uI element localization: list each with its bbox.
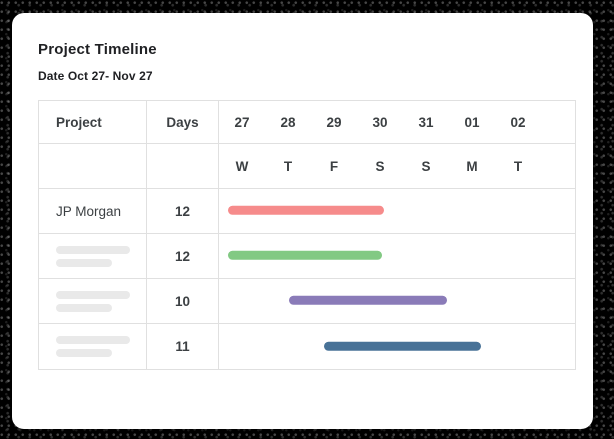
gantt-bar[interactable] — [324, 341, 481, 351]
days-cell: 10 — [147, 279, 219, 323]
project-placeholder — [56, 336, 130, 357]
table-row: 11 — [39, 324, 575, 369]
table-row: JP Morgan 12 — [39, 189, 575, 234]
date-column-header: 01 — [464, 114, 480, 130]
weekday-letter: T — [513, 158, 523, 174]
date-range-label: Date Oct 27- Nov 27 — [38, 69, 153, 83]
gantt-bar[interactable] — [228, 205, 384, 215]
dates-header-cell: 27 28 29 30 31 01 02 — [219, 101, 575, 143]
empty-cell — [147, 144, 219, 188]
days-column-header: Days — [147, 101, 219, 143]
timeline-cell — [219, 324, 575, 369]
placeholder-line — [56, 258, 112, 267]
days-cell: 12 — [147, 234, 219, 278]
placeholder-line — [56, 336, 130, 344]
table-row: 10 — [39, 279, 575, 324]
placeholder-line — [56, 245, 130, 254]
table-header-row: Project Days 27 28 29 30 31 01 02 — [39, 101, 575, 144]
timeline-cell — [219, 279, 575, 323]
date-column-header: 31 — [418, 114, 434, 130]
project-placeholder — [56, 245, 130, 267]
gantt-table: Project Days 27 28 29 30 31 01 02 W — [38, 100, 576, 370]
table-row: 12 — [39, 234, 575, 279]
weekday-letter: S — [421, 158, 431, 174]
timeline-cell — [219, 189, 575, 233]
timeline-card: Project Timeline Date Oct 27- Nov 27 Pro… — [12, 13, 593, 429]
weekday-letter: T — [283, 158, 293, 174]
empty-cell — [39, 144, 147, 188]
date-column-header: 02 — [510, 114, 526, 130]
weekday-letter: F — [329, 158, 339, 174]
project-placeholder — [56, 290, 130, 312]
placeholder-line — [56, 349, 112, 357]
page-title: Project Timeline — [38, 41, 157, 58]
weekday-header-row: W T F S S M T — [39, 144, 575, 189]
date-column-header: 30 — [372, 114, 388, 130]
weekday-header-cell: W T F S S M T — [219, 144, 575, 188]
date-column-header: 27 — [234, 114, 250, 130]
weekday-letter: W — [235, 158, 249, 174]
weekday-letter: S — [375, 158, 385, 174]
project-cell — [39, 279, 147, 323]
date-column-header: 29 — [326, 114, 342, 130]
timeline-cell — [219, 234, 575, 278]
date-column-header: 28 — [280, 114, 296, 130]
placeholder-line — [56, 290, 130, 299]
weekday-letter: M — [466, 158, 478, 174]
project-cell — [39, 324, 147, 369]
days-cell: 11 — [147, 324, 219, 369]
placeholder-line — [56, 303, 112, 312]
project-cell — [39, 234, 147, 278]
gantt-bar[interactable] — [228, 250, 382, 260]
project-column-header: Project — [39, 101, 147, 143]
project-name-label: JP Morgan — [56, 203, 122, 219]
project-cell: JP Morgan — [39, 189, 147, 233]
gantt-bar[interactable] — [289, 295, 447, 305]
days-cell: 12 — [147, 189, 219, 233]
